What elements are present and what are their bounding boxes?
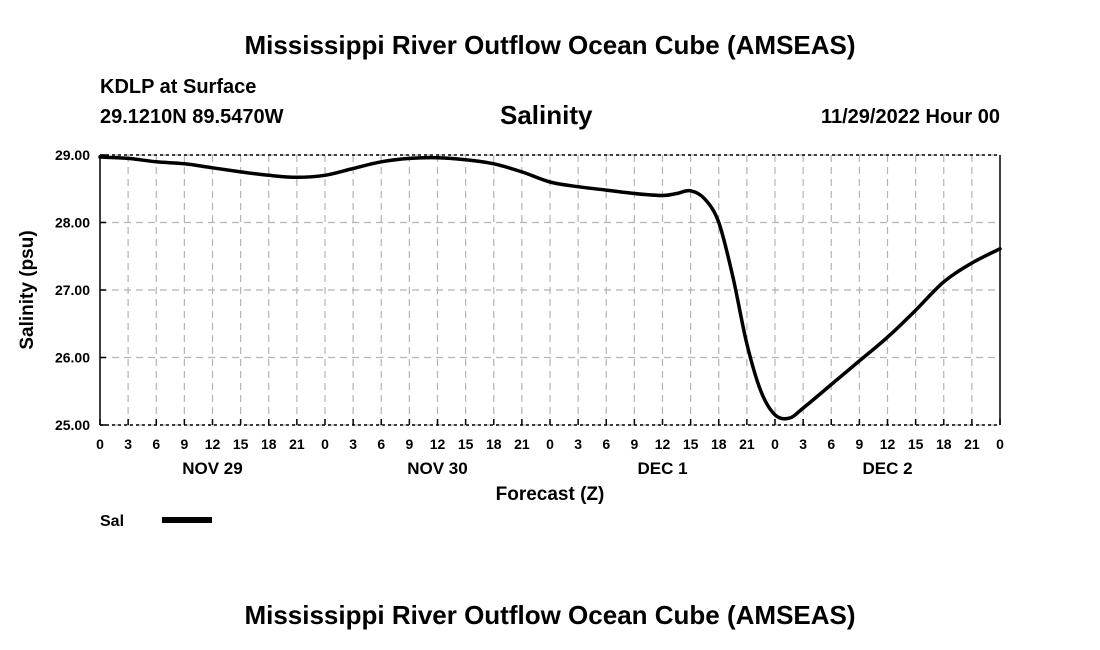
x-tick-label: 0 [771,436,779,452]
x-tick-label: 0 [321,436,329,452]
x-tick-label: 18 [486,436,502,452]
legend-label: Sal [100,513,124,530]
y-tick-label: 27.00 [55,282,90,298]
station-coords: 29.1210N 89.5470W [100,106,284,128]
x-tick-label: 3 [574,436,582,452]
x-tick-label: 12 [880,436,896,452]
x-tick-label: 6 [602,436,610,452]
series-line-sal [98,155,1002,421]
x-tick-label: 9 [405,436,413,452]
x-tick-label: 18 [261,436,277,452]
x-tick-label: 21 [964,436,980,452]
x-tick-label: 21 [739,436,755,452]
x-tick-label: 15 [233,436,249,452]
x-tick-label: 6 [377,436,385,452]
x-tick-label: 9 [180,436,188,452]
x-tick-label: 18 [936,436,952,452]
day-label: DEC 2 [862,459,912,478]
page-title: Mississippi River Outflow Ocean Cube (AM… [244,30,856,60]
chart-title: Salinity [500,100,593,130]
x-tick-label: 15 [683,436,699,452]
station-name: KDLP at Surface [100,76,257,98]
x-tick-label: 6 [152,436,160,452]
y-tick-label: 26.00 [55,350,90,366]
y-tick-label: 29.00 [55,147,90,163]
x-tick-label: 9 [630,436,638,452]
y-tick-label: 28.00 [55,215,90,231]
x-tick-label: 0 [96,436,104,452]
x-tick-label: 15 [908,436,924,452]
x-tick-label: 18 [711,436,727,452]
x-tick-label: 3 [799,436,807,452]
x-tick-label: 12 [205,436,221,452]
x-tick-label: 0 [996,436,1004,452]
x-tick-label: 9 [855,436,863,452]
x-tick-label: 3 [349,436,357,452]
y-axis-title: Salinity (psu) [17,230,38,349]
day-label: NOV 30 [407,459,467,478]
day-label: DEC 1 [637,459,687,478]
x-tick-label: 6 [827,436,835,452]
valid-time: 11/29/2022 Hour 00 [820,106,1000,128]
x-tick-label: 21 [289,436,305,452]
x-axis-title: Forecast (Z) [496,484,605,505]
x-tick-label: 12 [430,436,446,452]
x-tick-label: 15 [458,436,474,452]
footer-title: Mississippi River Outflow Ocean Cube (AM… [244,600,856,630]
y-tick-label: 25.00 [55,417,90,433]
day-label: NOV 29 [182,459,242,478]
x-tick-label: 21 [514,436,530,452]
x-tick-label: 12 [655,436,671,452]
x-tick-label: 0 [546,436,554,452]
x-tick-label: 3 [124,436,132,452]
